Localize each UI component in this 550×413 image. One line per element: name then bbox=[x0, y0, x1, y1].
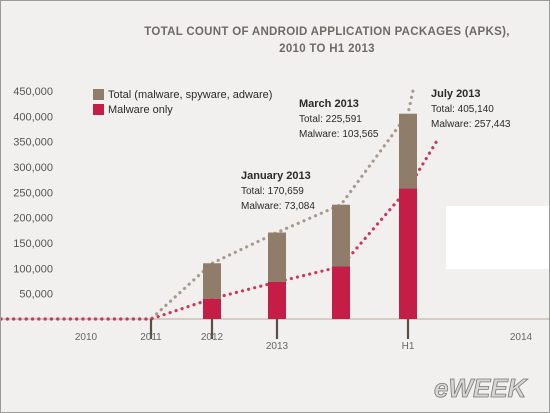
y-tick-label: 300,000 bbox=[13, 162, 53, 174]
bar-total bbox=[332, 204, 350, 267]
y-tick-label: 50,000 bbox=[19, 289, 53, 301]
annotation-line: Total: 225,591 bbox=[299, 114, 362, 125]
y-tick-label: 250,000 bbox=[13, 187, 53, 199]
eweek-logo: eWEEK bbox=[434, 373, 529, 403]
y-tick-label: 200,000 bbox=[13, 213, 53, 225]
x-tick-label: 2013 bbox=[266, 341, 289, 352]
logo-text: eWEEK bbox=[434, 373, 529, 403]
bar-malware bbox=[332, 266, 350, 319]
chart-title-line: 2010 TO H1 2013 bbox=[279, 43, 375, 55]
blank-panel bbox=[446, 206, 549, 269]
y-tick-label: 150,000 bbox=[13, 238, 53, 250]
annotation-line: Total: 170,659 bbox=[241, 186, 304, 197]
x-tick-label: 2014 bbox=[510, 332, 533, 343]
annotation-line: Total: 405,140 bbox=[431, 104, 494, 115]
legend-label: Total (malware, spyware, adware) bbox=[108, 89, 272, 101]
annotation-heading: March 2013 bbox=[299, 98, 359, 110]
annotation-heading: January 2013 bbox=[241, 170, 311, 182]
y-tick-label: 350,000 bbox=[13, 137, 53, 149]
bar-total bbox=[268, 232, 286, 282]
bar-malware bbox=[399, 188, 417, 319]
annotation-line: Malware: 103,565 bbox=[299, 129, 379, 140]
bar-total bbox=[203, 263, 221, 299]
x-tick-label: 2010 bbox=[75, 332, 98, 343]
bar-total bbox=[399, 113, 417, 189]
x-tick-label: H1 bbox=[402, 341, 415, 352]
x-tick-label: 2011 bbox=[140, 332, 162, 343]
bar-malware bbox=[268, 281, 286, 319]
legend-swatch bbox=[93, 104, 104, 115]
y-tick-label: 400,000 bbox=[13, 111, 53, 123]
bar-malware bbox=[203, 298, 221, 319]
chart-title-line: TOTAL COUNT OF ANDROID APPLICATION PACKA… bbox=[144, 26, 509, 38]
y-tick-label: 450,000 bbox=[13, 86, 53, 98]
legend-label: Malware only bbox=[108, 104, 173, 116]
annotation-line: Malware: 73,084 bbox=[241, 201, 315, 212]
x-tick-label: 2012 bbox=[201, 332, 224, 343]
y-tick-label: 100,000 bbox=[13, 263, 53, 275]
annotation-heading: July 2013 bbox=[431, 88, 481, 100]
annotation-line: Malware: 257,443 bbox=[431, 119, 511, 130]
legend-swatch bbox=[93, 89, 104, 100]
